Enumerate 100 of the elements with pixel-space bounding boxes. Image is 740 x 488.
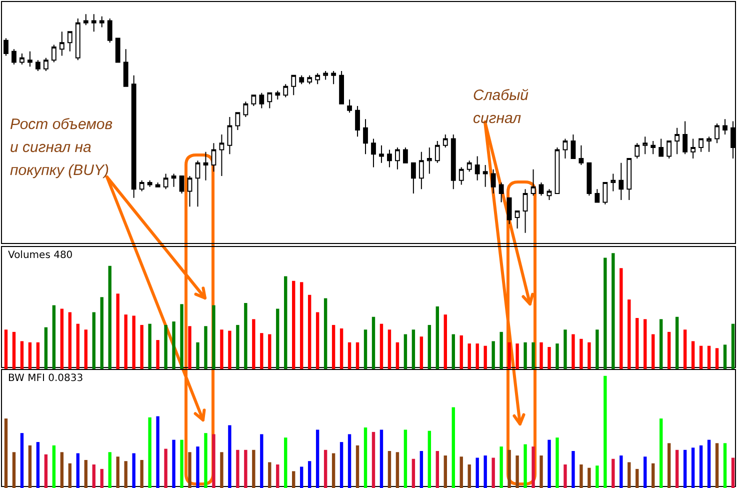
candlestick (259, 92, 264, 109)
candlestick (387, 149, 392, 168)
bar (292, 471, 296, 488)
bar (92, 464, 96, 488)
bar (412, 330, 416, 369)
bar (636, 318, 639, 369)
bar (116, 294, 120, 369)
candlestick (163, 173, 168, 190)
bar (36, 442, 40, 488)
bar (452, 334, 455, 369)
bar (124, 314, 128, 369)
bar (220, 452, 224, 488)
bar (116, 456, 120, 488)
bar (204, 326, 208, 369)
candlestick (690, 138, 696, 159)
bar (436, 306, 440, 369)
bar (372, 316, 376, 369)
bar (212, 434, 216, 488)
candlestick (323, 70, 328, 80)
candlestick (682, 120, 688, 155)
bar (188, 326, 192, 369)
bar (540, 342, 543, 369)
candlestick (51, 44, 56, 63)
bar (180, 440, 184, 488)
bar (204, 433, 208, 488)
bar (707, 440, 711, 488)
candlestick (203, 151, 208, 181)
bar (140, 324, 144, 369)
bar (548, 440, 551, 488)
bar (44, 327, 48, 369)
bar (468, 344, 471, 369)
bar (140, 460, 144, 488)
bar (452, 407, 455, 488)
candlestick (107, 18, 112, 44)
bar (388, 451, 392, 488)
bar (276, 308, 280, 369)
candlestick (331, 70, 336, 85)
bar (244, 302, 248, 369)
bar (444, 455, 447, 488)
candlestick (67, 31, 72, 52)
bar (548, 346, 551, 369)
candlestick (522, 188, 528, 234)
bar (508, 342, 511, 369)
candlestick (714, 123, 720, 144)
candlestick (466, 160, 472, 172)
bar (340, 442, 344, 488)
bar (604, 258, 607, 369)
bar (412, 458, 416, 488)
bar (20, 433, 24, 488)
bar (4, 418, 8, 488)
candlestick (195, 160, 200, 208)
candlestick (43, 57, 48, 72)
bar (460, 456, 463, 488)
candlestick (514, 210, 520, 229)
bar (212, 305, 216, 369)
bar (572, 451, 575, 488)
bar (100, 297, 104, 369)
bar (428, 430, 432, 488)
bar (52, 445, 56, 488)
candlestick (498, 182, 504, 203)
bar (500, 446, 503, 488)
candlestick (418, 151, 424, 190)
candlestick (722, 118, 728, 135)
bar (340, 328, 344, 369)
bar (460, 335, 463, 369)
bar (532, 342, 535, 369)
candlestick (602, 182, 608, 205)
bar (660, 418, 663, 488)
candlestick (410, 162, 416, 194)
bar (220, 330, 224, 369)
bar (28, 445, 32, 488)
bar (380, 324, 384, 369)
candlestick (658, 138, 664, 157)
bar (276, 464, 280, 488)
candlestick (28, 50, 32, 68)
bar (620, 268, 623, 369)
bar (715, 348, 719, 369)
bar (540, 455, 543, 488)
candlestick (251, 94, 256, 106)
candlestick (267, 92, 272, 109)
bar (492, 458, 495, 488)
bar (580, 338, 583, 369)
candlestick (626, 158, 632, 201)
candlestick (307, 74, 312, 85)
bar (723, 344, 727, 369)
candlestick (426, 147, 432, 174)
chart-title: Volumes 480 (8, 250, 73, 261)
bar (28, 342, 32, 369)
bar (436, 451, 440, 488)
candlestick (570, 134, 576, 159)
bar (156, 340, 160, 369)
bar (84, 460, 88, 488)
candlestick (83, 14, 88, 26)
bar (308, 294, 312, 369)
candlestick (562, 138, 568, 159)
candlestick (139, 180, 144, 192)
bar (284, 276, 288, 369)
bar (476, 458, 479, 488)
bar (132, 453, 136, 488)
bar (500, 332, 503, 369)
